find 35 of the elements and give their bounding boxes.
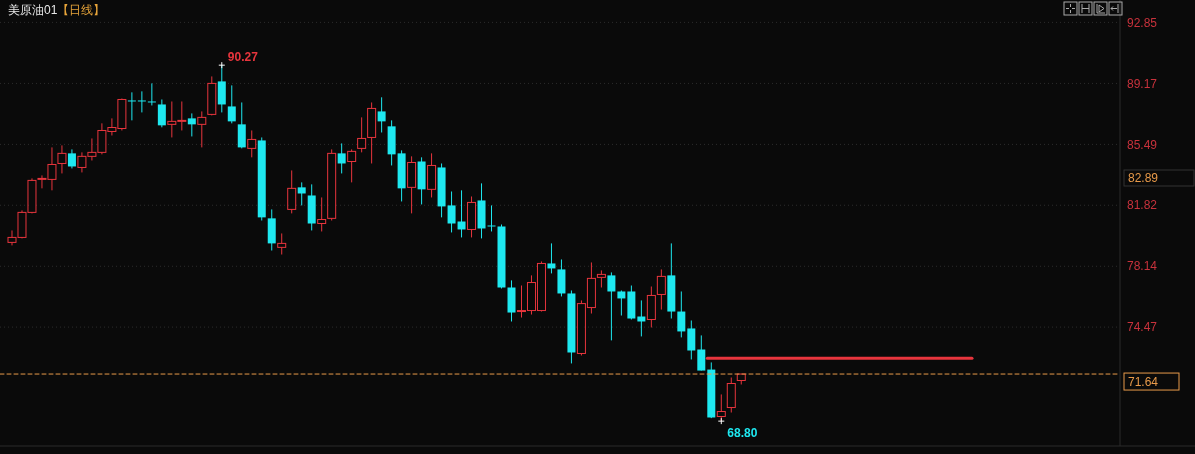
candlestick xyxy=(147,82,156,106)
candlestick xyxy=(237,101,246,149)
candlestick xyxy=(656,268,666,311)
candlestick xyxy=(297,181,306,206)
candlestick xyxy=(337,142,346,174)
annotation: 90.27 xyxy=(227,50,259,65)
candlestick xyxy=(607,271,616,341)
text: 82.89 xyxy=(1128,171,1159,186)
candlestick xyxy=(487,204,496,232)
candlestick xyxy=(427,152,437,198)
candlestick xyxy=(697,334,706,372)
candlestick xyxy=(377,96,386,133)
candlestick xyxy=(157,98,166,128)
annotation: 68.80 xyxy=(727,426,758,441)
chart-subtitle: 【日线】 xyxy=(57,3,106,18)
candlestick xyxy=(137,90,146,113)
candlestick xyxy=(677,290,686,338)
candlestick xyxy=(187,112,196,137)
candlestick xyxy=(547,242,556,274)
y-tick-label: 81.82 xyxy=(1127,198,1158,213)
candlestick xyxy=(127,91,136,121)
y-tick-label: 85.49 xyxy=(1127,137,1158,152)
candlestick xyxy=(287,169,297,214)
candlestick xyxy=(67,148,76,169)
y-tick-label: 78.14 xyxy=(1127,259,1158,274)
y-tick-label: 74.47 xyxy=(1127,320,1158,335)
chart-title: 美原油01 xyxy=(8,3,58,18)
y-tick-label: 92.85 xyxy=(1127,15,1158,30)
candlestick xyxy=(447,191,456,233)
y-tick-label: 89.17 xyxy=(1127,76,1158,91)
ref-line-label: 71.64 xyxy=(1128,375,1159,390)
candlestick xyxy=(357,116,367,153)
candlestick xyxy=(617,289,626,317)
candlestick xyxy=(687,319,696,360)
candlestick xyxy=(227,84,236,124)
